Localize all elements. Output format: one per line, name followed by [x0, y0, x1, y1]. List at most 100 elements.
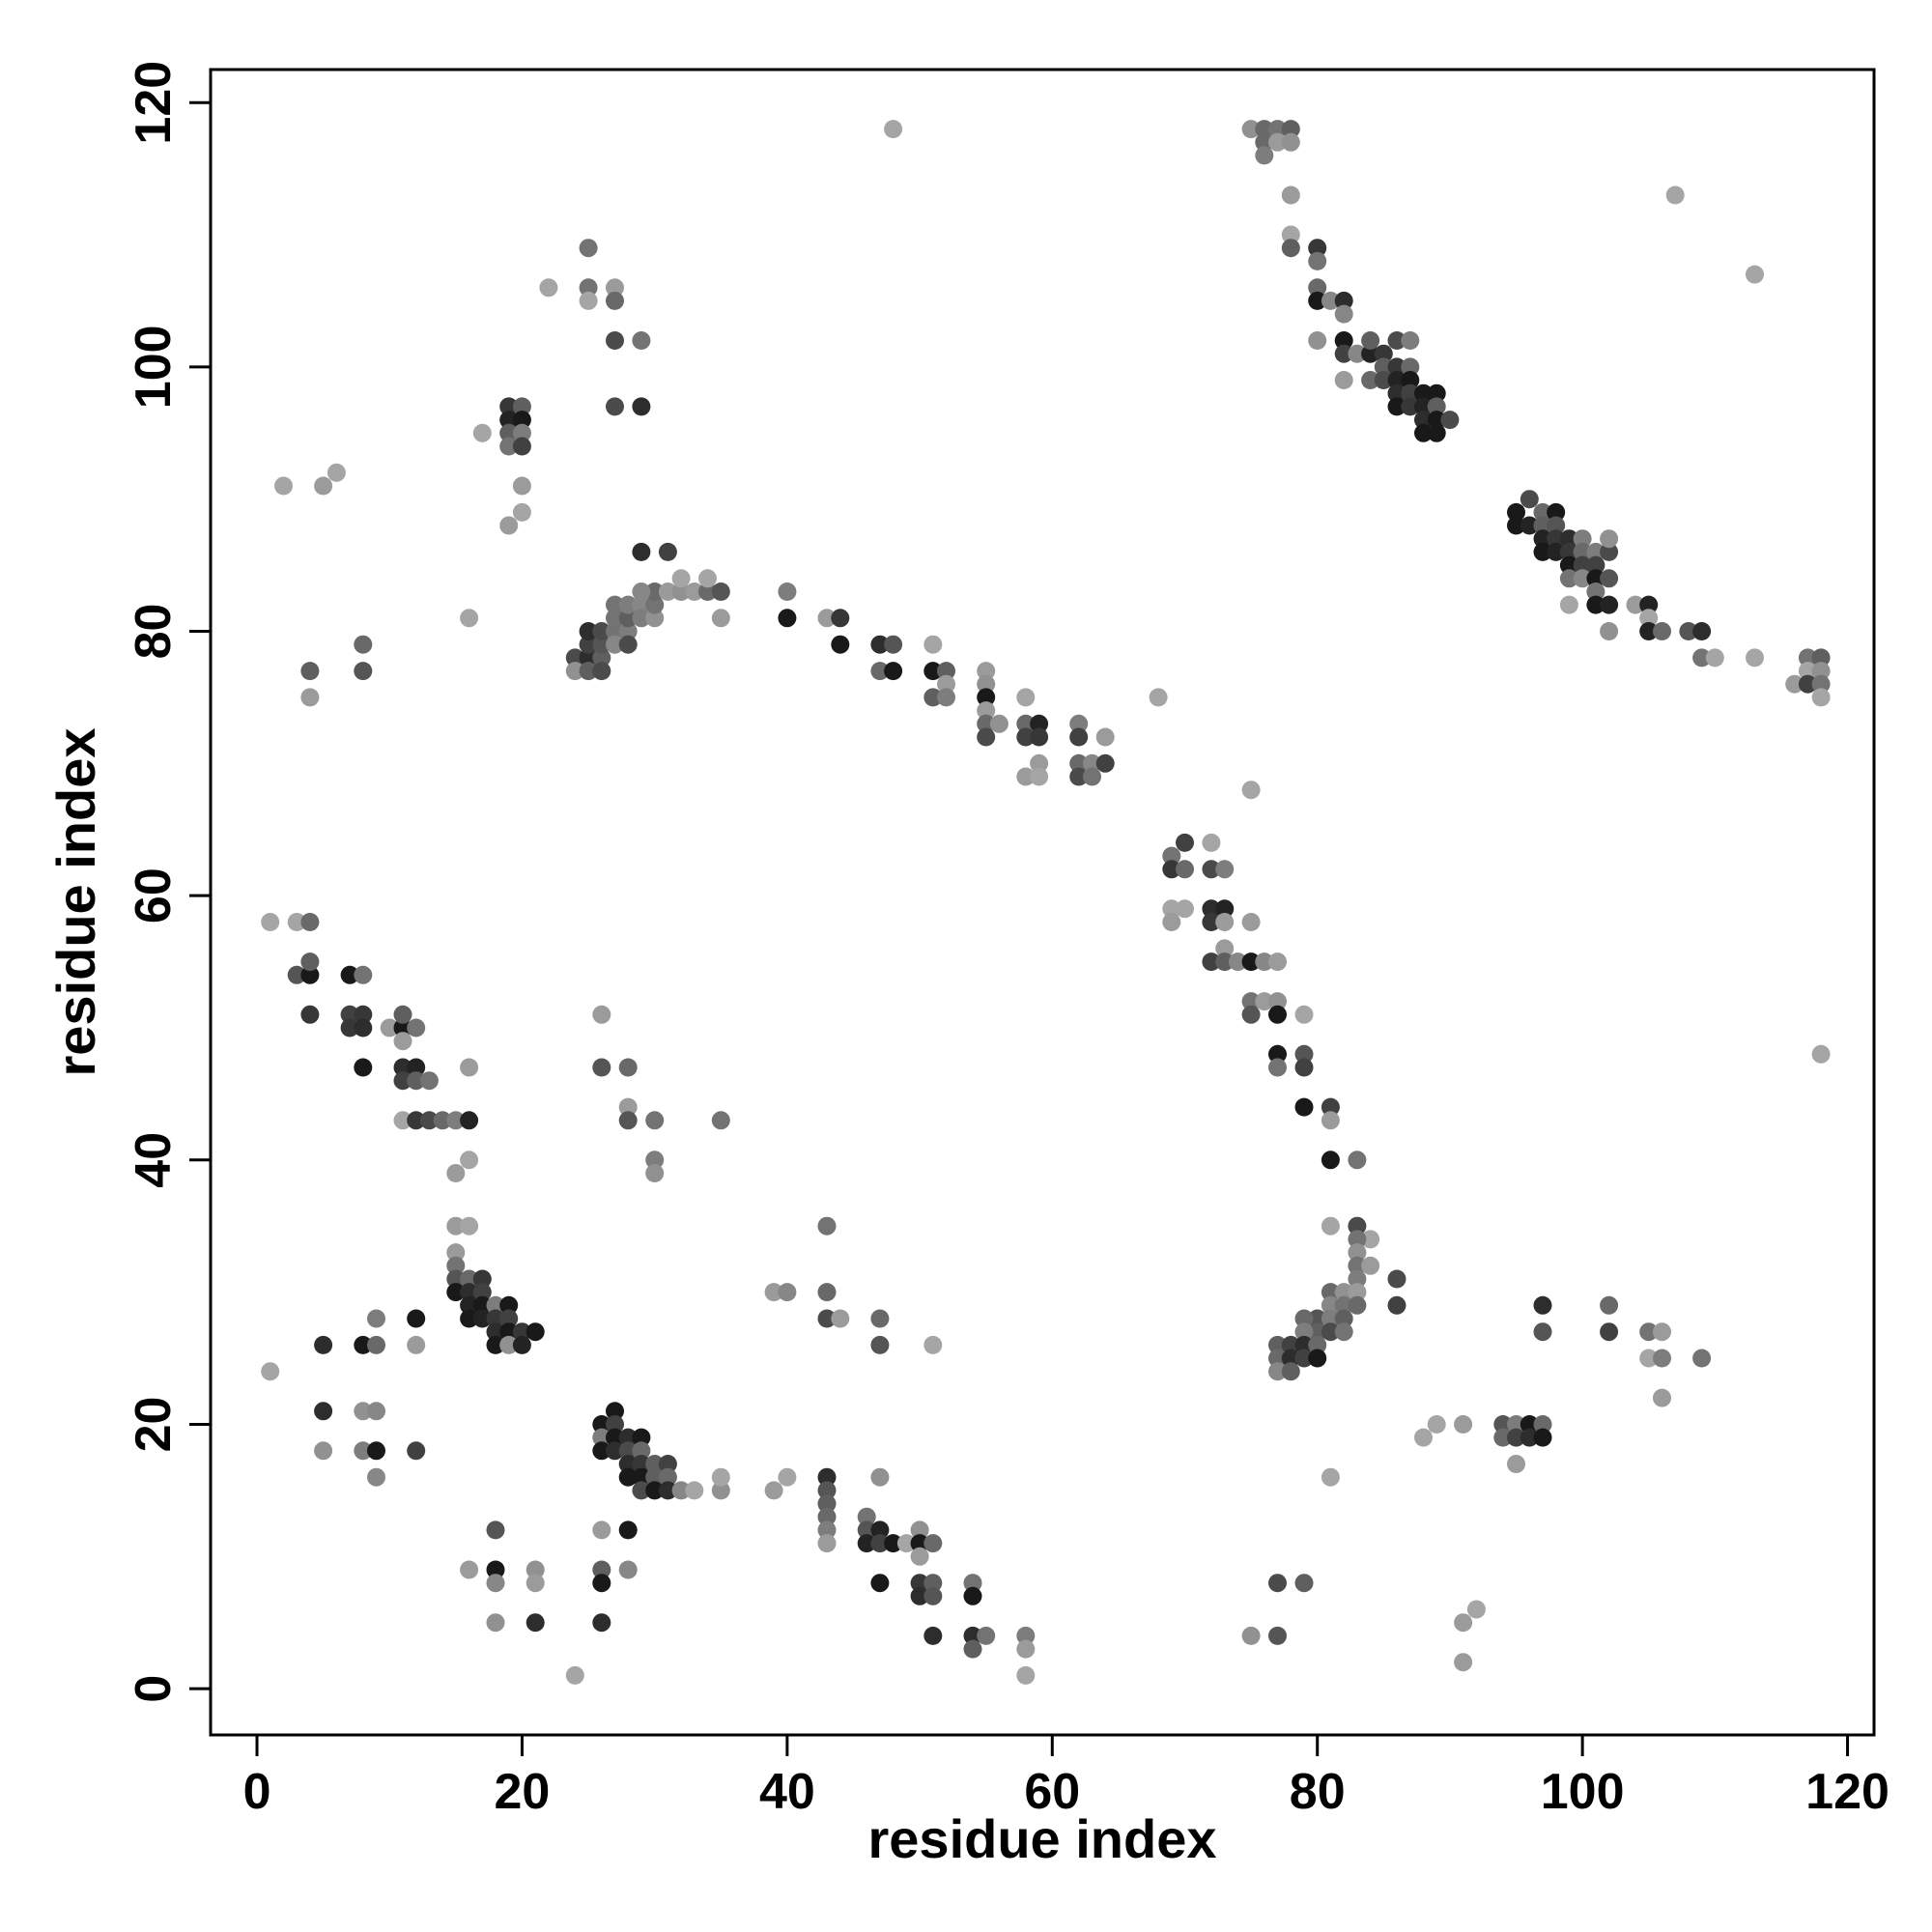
contact-point	[831, 1309, 850, 1328]
contact-point	[486, 1574, 505, 1593]
contact-point	[446, 1283, 466, 1302]
contact-point	[1626, 595, 1645, 614]
contact-point	[407, 1441, 426, 1461]
contact-point	[340, 1018, 359, 1037]
contact-point	[1348, 1269, 1367, 1289]
contact-point	[1427, 1415, 1446, 1434]
contact-point	[327, 463, 346, 482]
contact-point	[1520, 490, 1539, 509]
contact-point	[1268, 1362, 1287, 1381]
contact-point	[1241, 913, 1261, 931]
contact-point	[1294, 1574, 1314, 1593]
contact-point	[499, 1295, 519, 1315]
contact-point	[817, 1494, 837, 1514]
contact-point	[658, 1481, 677, 1500]
contact-point	[963, 1626, 982, 1645]
contact-point	[1361, 371, 1380, 389]
contact-point	[354, 1335, 373, 1354]
contact-point	[1334, 331, 1353, 350]
contact-point	[645, 1151, 665, 1170]
contact-point	[579, 648, 598, 668]
contact-point	[870, 1467, 890, 1487]
contact-point	[1334, 1309, 1353, 1328]
contact-point	[711, 1467, 730, 1487]
contact-point	[592, 1058, 611, 1077]
contact-point	[632, 331, 651, 350]
contact-point	[645, 582, 665, 601]
contact-point	[817, 1467, 837, 1487]
y-tick-label: 40	[126, 1132, 182, 1188]
contact-point	[698, 582, 717, 601]
contact-point	[606, 622, 624, 640]
contact-point	[831, 609, 850, 628]
contact-point	[1785, 674, 1804, 694]
contact-point	[1334, 371, 1353, 389]
contact-point	[1653, 1322, 1671, 1342]
contact-point	[1241, 992, 1261, 1011]
contact-point	[1559, 542, 1578, 561]
contact-point	[1493, 1428, 1513, 1447]
contact-point	[1586, 555, 1605, 575]
contact-point	[1600, 1295, 1619, 1315]
contact-point	[711, 582, 730, 601]
contact-point	[1454, 1613, 1473, 1633]
contact-point	[592, 622, 611, 640]
contact-point	[1387, 357, 1406, 377]
contact-point	[314, 1441, 333, 1461]
contact-point	[1798, 662, 1817, 681]
contact-point	[606, 595, 624, 614]
contact-point	[1811, 648, 1831, 668]
contact-point	[1600, 622, 1619, 640]
x-tick-label: 60	[1024, 1764, 1080, 1820]
contact-point	[1573, 569, 1592, 588]
contact-point	[1083, 767, 1101, 786]
contact-point	[1294, 1335, 1314, 1354]
contact-point	[1374, 344, 1393, 363]
contact-point	[711, 609, 730, 628]
contact-point	[261, 1362, 280, 1381]
contact-point	[1268, 1058, 1287, 1077]
y-tick-label: 100	[126, 325, 182, 409]
contact-point	[977, 674, 996, 694]
contact-point	[1639, 1322, 1659, 1342]
contact-point	[1321, 1322, 1340, 1342]
contact-point	[526, 1322, 545, 1342]
contact-point	[1321, 291, 1340, 310]
contact-point	[300, 688, 320, 707]
contact-point	[1374, 357, 1393, 377]
contact-point	[1348, 1151, 1367, 1170]
contact-point	[1321, 1151, 1340, 1170]
y-tick-label: 60	[126, 867, 182, 923]
contact-point	[618, 1560, 638, 1579]
contact-point	[1559, 595, 1578, 614]
contact-point	[632, 542, 651, 561]
contact-point	[460, 1216, 479, 1236]
contact-point	[1255, 120, 1274, 139]
contact-point	[1294, 1058, 1314, 1077]
contact-point	[1202, 952, 1221, 972]
contact-point	[1215, 899, 1235, 919]
contact-point	[592, 1574, 611, 1593]
contact-point	[606, 397, 624, 416]
contact-point	[287, 965, 306, 984]
contact-point	[1427, 411, 1446, 430]
contact-point	[606, 1428, 624, 1447]
contact-point	[1533, 1322, 1552, 1342]
contact-point	[632, 595, 651, 614]
x-tick-label: 120	[1805, 1764, 1889, 1820]
contact-point	[1600, 595, 1619, 614]
contact-point	[870, 1574, 890, 1593]
contact-point	[367, 1335, 385, 1354]
contact-point	[632, 1467, 651, 1487]
contact-point	[1639, 595, 1659, 614]
contact-point	[472, 1283, 492, 1302]
contact-point	[1241, 1626, 1261, 1645]
contact-point	[1811, 674, 1831, 694]
contact-point	[1746, 648, 1764, 668]
contact-point	[1069, 753, 1089, 773]
plot-frame	[209, 68, 1876, 1737]
contact-point	[1507, 1428, 1525, 1447]
contact-point	[526, 1560, 545, 1579]
contact-point	[1162, 899, 1181, 919]
contact-point	[486, 1520, 505, 1540]
